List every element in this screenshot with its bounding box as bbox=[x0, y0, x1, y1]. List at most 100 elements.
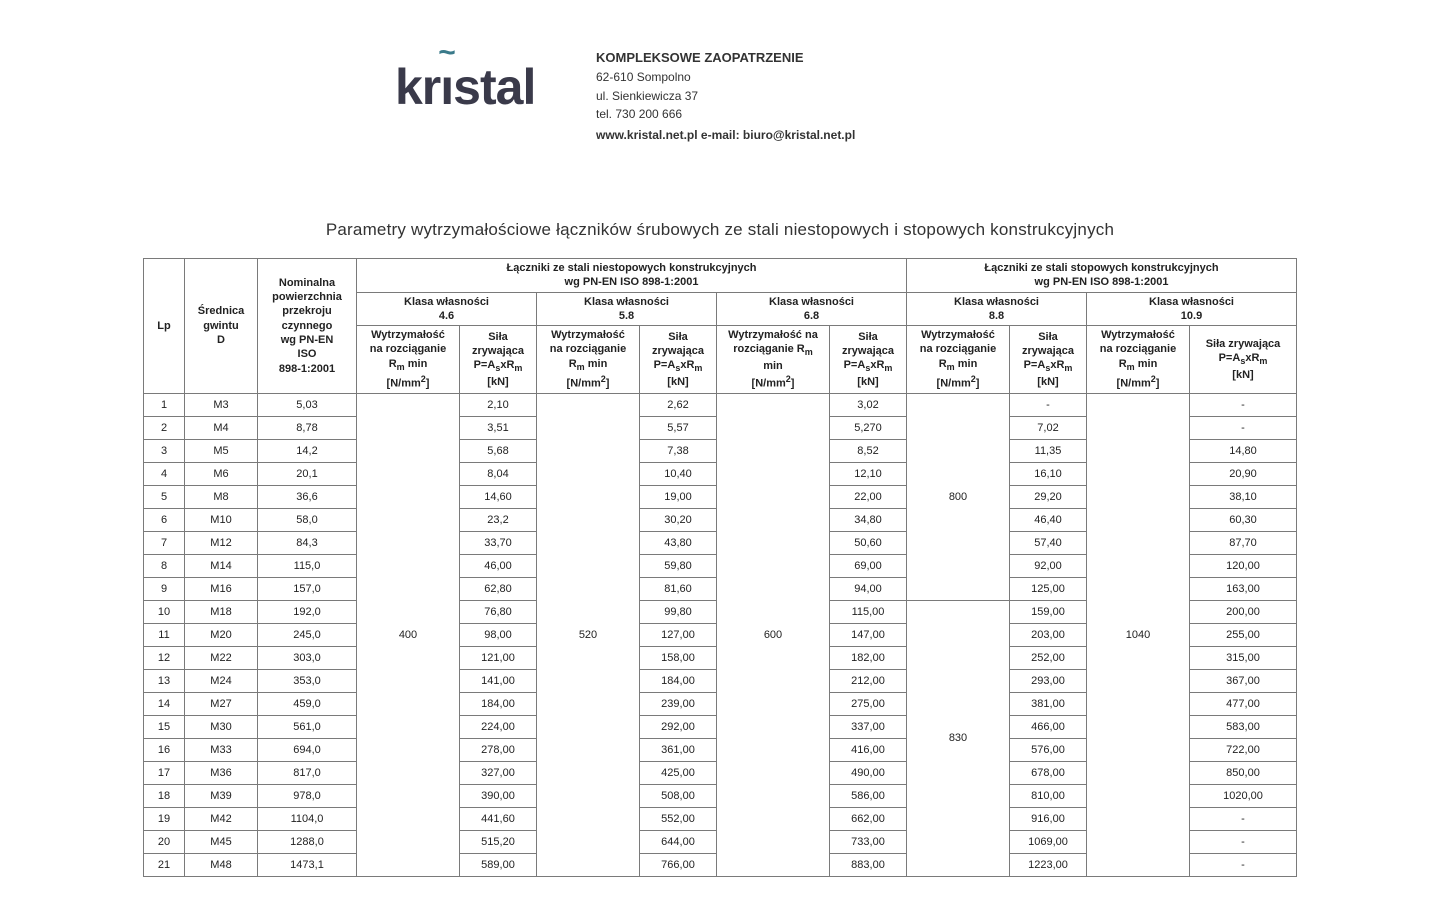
table-cell: 46,40 bbox=[1010, 508, 1087, 531]
table-cell: 84,3 bbox=[258, 531, 357, 554]
table-cell: 800 bbox=[907, 393, 1010, 600]
table-cell: 278,00 bbox=[460, 738, 537, 761]
table-cell: 60,30 bbox=[1190, 508, 1297, 531]
header-contact: KOMPLEKSOWE ZAOPATRZENIE 62-610 Sompolno… bbox=[596, 48, 855, 145]
table-cell: 14,60 bbox=[460, 485, 537, 508]
table-cell: 1 bbox=[144, 393, 185, 416]
table-cell: 14,80 bbox=[1190, 439, 1297, 462]
table-cell: 20,1 bbox=[258, 462, 357, 485]
table-cell: 9 bbox=[144, 577, 185, 600]
table-cell: 3,51 bbox=[460, 416, 537, 439]
table-cell: 733,00 bbox=[830, 830, 907, 853]
table-cell: 7,38 bbox=[640, 439, 717, 462]
table-cell: 20 bbox=[144, 830, 185, 853]
table-cell: 315,00 bbox=[1190, 646, 1297, 669]
table-cell: 14,2 bbox=[258, 439, 357, 462]
table-cell: 14 bbox=[144, 692, 185, 715]
th-klasa-58: Klasa własności5.8 bbox=[537, 292, 717, 326]
table-cell: 662,00 bbox=[830, 807, 907, 830]
table-cell: 158,00 bbox=[640, 646, 717, 669]
table-body: 1M35,034002,105202,626003,02800-1040-2M4… bbox=[144, 393, 1297, 876]
table-cell: 520 bbox=[537, 393, 640, 876]
table-cell: 141,00 bbox=[460, 669, 537, 692]
table-cell: 2,62 bbox=[640, 393, 717, 416]
table-cell: 766,00 bbox=[640, 853, 717, 876]
table-cell: 182,00 bbox=[830, 646, 907, 669]
table-cell: 10 bbox=[144, 600, 185, 623]
table-cell: 99,80 bbox=[640, 600, 717, 623]
table-cell: 561,0 bbox=[258, 715, 357, 738]
table-cell: 59,80 bbox=[640, 554, 717, 577]
th-lp: Lp bbox=[144, 259, 185, 394]
table-cell: 163,00 bbox=[1190, 577, 1297, 600]
table-cell: 121,00 bbox=[460, 646, 537, 669]
table-cell: 1040 bbox=[1087, 393, 1190, 876]
table-cell: 275,00 bbox=[830, 692, 907, 715]
table-cell: 978,0 bbox=[258, 784, 357, 807]
table-cell: 6 bbox=[144, 508, 185, 531]
table-cell: 4 bbox=[144, 462, 185, 485]
table-cell: 7 bbox=[144, 531, 185, 554]
table-cell: - bbox=[1190, 853, 1297, 876]
table-cell: 36,6 bbox=[258, 485, 357, 508]
table-cell: M36 bbox=[185, 761, 258, 784]
table-cell: M42 bbox=[185, 807, 258, 830]
header-addr2: ul. Sienkiewicza 37 bbox=[596, 87, 855, 106]
page: krıstal KOMPLEKSOWE ZAOPATRZENIE 62-610 … bbox=[0, 40, 1440, 877]
table-cell: 125,00 bbox=[1010, 577, 1087, 600]
table-cell: 252,00 bbox=[1010, 646, 1087, 669]
table-cell: 1223,00 bbox=[1010, 853, 1087, 876]
table-cell: M16 bbox=[185, 577, 258, 600]
table-cell: 58,0 bbox=[258, 508, 357, 531]
table-cell: 1020,00 bbox=[1190, 784, 1297, 807]
table-cell: 586,00 bbox=[830, 784, 907, 807]
table-cell: 157,0 bbox=[258, 577, 357, 600]
table-cell: 147,00 bbox=[830, 623, 907, 646]
table-cell: 694,0 bbox=[258, 738, 357, 761]
table-cell: 115,00 bbox=[830, 600, 907, 623]
strength-table: Lp ŚrednicagwintuD Nominalnapowierzchnia… bbox=[143, 258, 1297, 877]
table-cell: 120,00 bbox=[1190, 554, 1297, 577]
table-cell: 115,0 bbox=[258, 554, 357, 577]
table-cell: 515,20 bbox=[460, 830, 537, 853]
table-cell: M27 bbox=[185, 692, 258, 715]
table-cell: 34,80 bbox=[830, 508, 907, 531]
table-cell: 2,10 bbox=[460, 393, 537, 416]
table-cell: - bbox=[1190, 830, 1297, 853]
th-p-88: SiłazrywającaP=AsxRm[kN] bbox=[1010, 326, 1087, 393]
table-cell: 7,02 bbox=[1010, 416, 1087, 439]
table-cell: 192,0 bbox=[258, 600, 357, 623]
table-cell: 381,00 bbox=[1010, 692, 1087, 715]
table-cell: 361,00 bbox=[640, 738, 717, 761]
table-cell: M48 bbox=[185, 853, 258, 876]
table-cell: 184,00 bbox=[640, 669, 717, 692]
table-cell: 400 bbox=[357, 393, 460, 876]
th-klasa-68: Klasa własności6.8 bbox=[717, 292, 907, 326]
table-cell: 292,00 bbox=[640, 715, 717, 738]
table-cell: 15 bbox=[144, 715, 185, 738]
table-cell: 1288,0 bbox=[258, 830, 357, 853]
table-cell: 62,80 bbox=[460, 577, 537, 600]
table-cell: 8,78 bbox=[258, 416, 357, 439]
th-rm-88: Wytrzymałośćna rozciąganieRm min[N/mm2] bbox=[907, 326, 1010, 393]
th-group-unalloyed: Łączniki ze stali niestopowych konstrukc… bbox=[357, 259, 907, 293]
th-rm-58: Wytrzymałośćna rozciąganieRm min[N/mm2] bbox=[537, 326, 640, 393]
table-cell: 127,00 bbox=[640, 623, 717, 646]
table-cell: 203,00 bbox=[1010, 623, 1087, 646]
table-cell: 5,270 bbox=[830, 416, 907, 439]
table-cell: 94,00 bbox=[830, 577, 907, 600]
table-cell: 13 bbox=[144, 669, 185, 692]
table-cell: 810,00 bbox=[1010, 784, 1087, 807]
table-cell: 81,60 bbox=[640, 577, 717, 600]
table-cell: 830 bbox=[907, 600, 1010, 876]
table-cell: 293,00 bbox=[1010, 669, 1087, 692]
table-cell: 5,68 bbox=[460, 439, 537, 462]
table-cell: 576,00 bbox=[1010, 738, 1087, 761]
table-cell: M8 bbox=[185, 485, 258, 508]
table-cell: 159,00 bbox=[1010, 600, 1087, 623]
table-cell: 459,0 bbox=[258, 692, 357, 715]
table-cell: 508,00 bbox=[640, 784, 717, 807]
table-cell: 17 bbox=[144, 761, 185, 784]
table-cell: M18 bbox=[185, 600, 258, 623]
table-cell: 212,00 bbox=[830, 669, 907, 692]
